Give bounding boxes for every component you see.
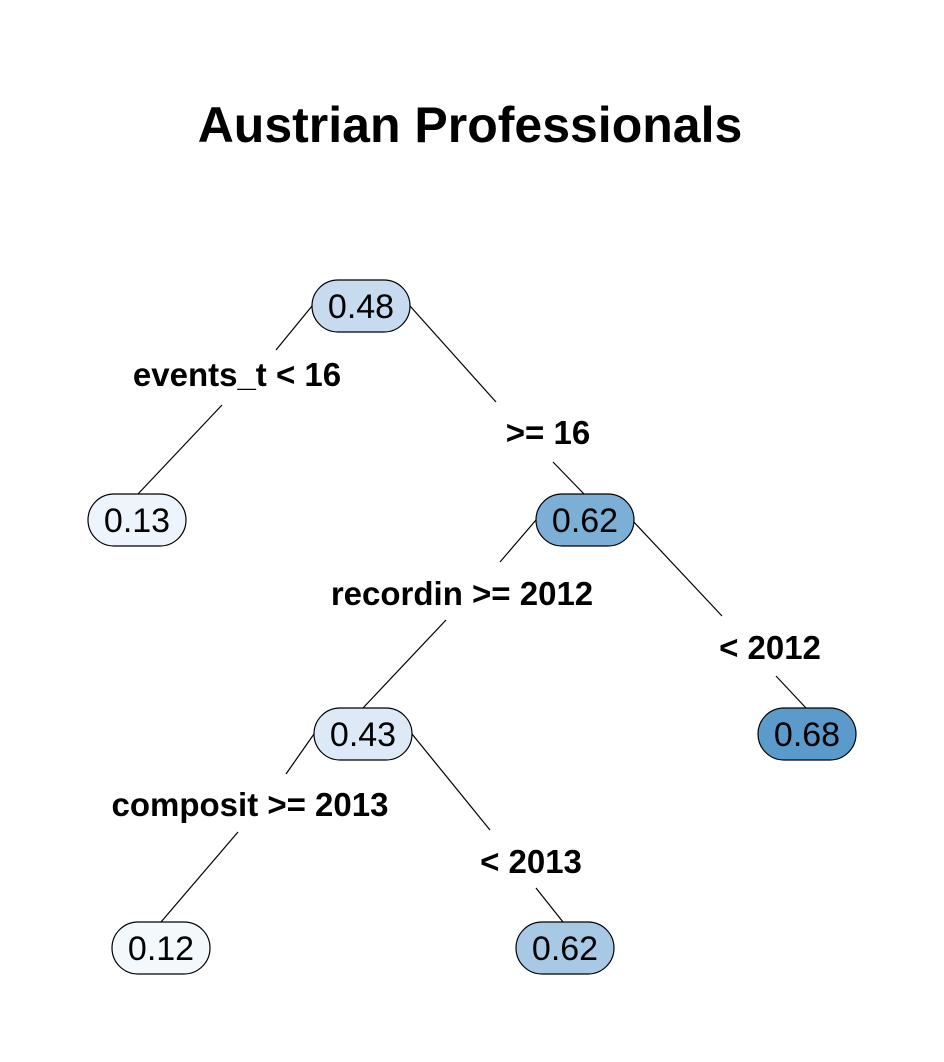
- tree-node-rl-right: 0.62: [515, 921, 615, 975]
- node-value: 0.48: [328, 288, 394, 326]
- edge-rl-left: [160, 733, 315, 923]
- tree-node-right-right: 0.68: [757, 707, 857, 761]
- edge-right-left: [362, 519, 537, 709]
- node-box: [87, 493, 187, 547]
- split-label-root-right: >= 16: [506, 414, 590, 451]
- node-box: [313, 707, 413, 761]
- node-value: 0.68: [774, 716, 840, 754]
- tree-node-right: 0.62: [535, 493, 635, 547]
- split-label-right-left: recordin >= 2012: [331, 575, 593, 612]
- edge-root-right: [409, 305, 585, 495]
- node-box: [515, 921, 615, 975]
- split-label-root-left: events_t < 16: [133, 356, 341, 393]
- node-value: 0.43: [330, 716, 396, 754]
- split-label-rl-left: composit >= 2013: [112, 786, 389, 823]
- split-label-right-right: < 2012: [719, 629, 821, 666]
- node-box: [535, 493, 635, 547]
- node-box: [111, 921, 211, 975]
- edge-right-right: [631, 519, 807, 709]
- tree-node-left: 0.13: [87, 493, 187, 547]
- node-value: 0.12: [128, 930, 194, 968]
- node-value: 0.62: [552, 502, 618, 540]
- node-value: 0.13: [104, 502, 170, 540]
- tree-node-root: 0.48: [311, 279, 411, 333]
- node-box: [311, 279, 411, 333]
- node-box: [757, 707, 857, 761]
- edge-rl-right: [411, 733, 564, 923]
- tree-node-rl-left: 0.12: [111, 921, 211, 975]
- split-label-rl-right: < 2013: [480, 843, 582, 880]
- edge-root-left: [137, 305, 313, 495]
- tree-node-right-left: 0.43: [313, 707, 413, 761]
- diagram-title: Austrian Professionals: [198, 97, 743, 153]
- node-value: 0.62: [532, 930, 598, 968]
